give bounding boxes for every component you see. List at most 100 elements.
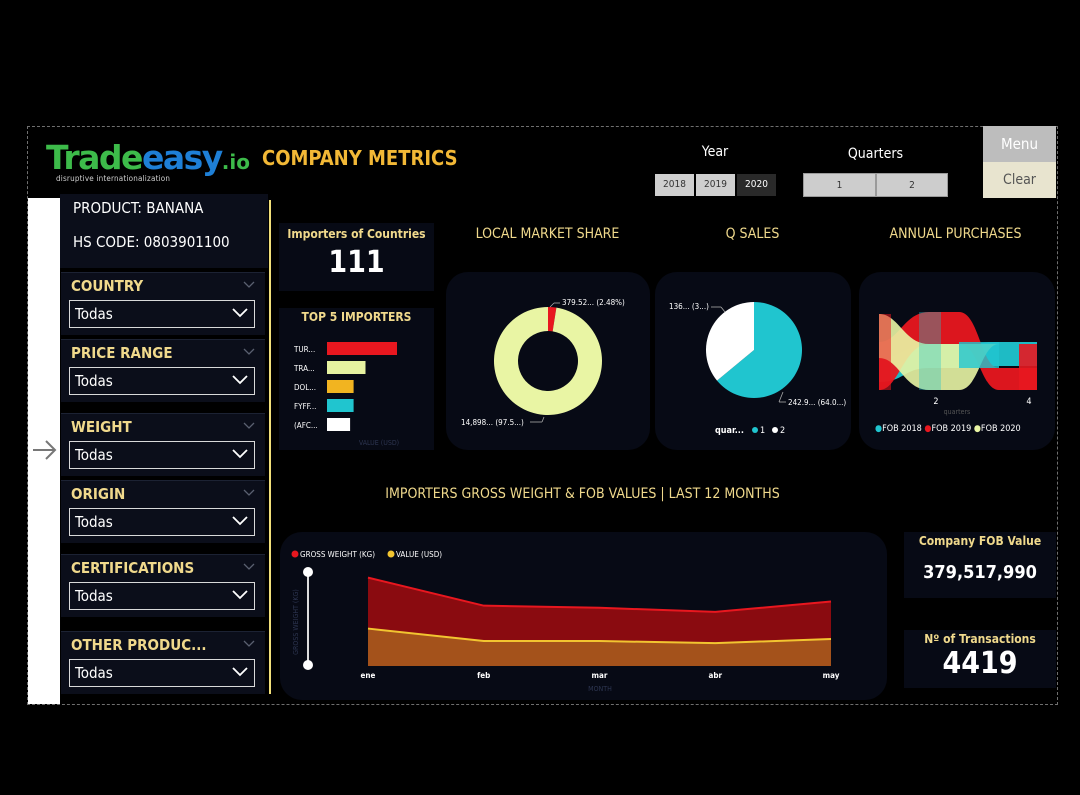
country-dropdown[interactable]: Todas (69, 300, 255, 328)
dropdown-value: Todas (75, 305, 113, 323)
slice-label: 242.9... (64.0...) (788, 398, 846, 407)
origin-dropdown[interactable]: Todas (69, 508, 255, 536)
gross-weight-card: ene feb mar abr may MONTH GROSS WEIGHT (KG) VAL… (280, 532, 887, 700)
tradeasy-logo: Tradeeasy.io disruptive internationaliza… (46, 138, 250, 184)
leader-line (549, 302, 555, 308)
legend-label: GROSS WEIGHT (KG) (300, 550, 375, 559)
kpi-label: Nº of Transactions (924, 632, 1036, 646)
price-range-dropdown[interactable]: Todas (69, 367, 255, 395)
certifications-dropdown[interactable]: Todas (69, 582, 255, 610)
x-tick-label: may (823, 671, 840, 680)
dropdown-arrow-icon (232, 516, 248, 526)
chevron-down-icon[interactable] (243, 346, 255, 356)
year-2020-button[interactable]: 2020 (737, 174, 776, 196)
x-axis-label: quarters (944, 408, 971, 416)
area-value (368, 628, 831, 666)
line-gross-weight (367, 576, 832, 613)
y-range-slider-handle-bottom (303, 660, 313, 670)
transactions-kpi-card: Nº of Transactions 4419 (904, 630, 1056, 688)
legend-fob-2019: FOB 2019 (931, 424, 972, 434)
legend-label: VALUE (USD) (396, 550, 442, 559)
weight-dropdown[interactable]: Todas (69, 441, 255, 469)
card-title: TOP 5 IMPORTERS (301, 310, 412, 324)
product-info-panel (60, 194, 268, 268)
chevron-down-icon[interactable] (243, 279, 255, 289)
filter-other-products: OTHER PRODUC... Todas (61, 631, 265, 694)
filter-price-range: PRICE RANGE Todas (61, 339, 265, 402)
gross-weight-area-chart: ene feb mar abr may MONTH GROSS WEIGHT (KG) VAL… (291, 550, 840, 693)
gross-weight-title: IMPORTERS GROSS WEIGHT & FOB VALUES | LA… (385, 486, 780, 502)
kpi-value: 111 (328, 245, 385, 280)
x-tick-label: abr (708, 671, 722, 680)
year-2019-button[interactable]: 2019 (696, 174, 735, 196)
quarter-1-button[interactable]: 1 (803, 173, 876, 197)
kpi-value: 379,517,990 (923, 562, 1037, 583)
leader-line (720, 306, 726, 313)
dropdown-arrow-icon (232, 667, 248, 677)
donut-slice (548, 307, 557, 332)
bar (327, 380, 354, 393)
dropdown-arrow-icon (232, 375, 248, 385)
bar-label: DOL... (294, 383, 316, 392)
quarters-label: Quarters (847, 146, 904, 162)
product-name: PRODUCT: BANANA (73, 199, 204, 217)
annual-legend: ●FOB 2018 ●FOB 2019 ●FOB 2020 (875, 424, 1021, 434)
legend-fob-2020: FOB 2020 (980, 424, 1021, 434)
slice-label: 14,898... (97.5...) (461, 418, 524, 427)
kpi-label: Importers of Countries (287, 227, 426, 241)
y-range-slider-handle-top (303, 567, 313, 577)
bar-label: TRA... (293, 364, 315, 373)
pie-slice (706, 302, 754, 381)
annual-purchases-ribbon-chart: 2 4 quarters (879, 312, 1037, 416)
top5-bar-chart: TUR... TRA... DOL... FYFF... (AFC... VALUE (U… (293, 342, 399, 447)
x-tick-2: 2 (933, 397, 938, 407)
chevron-down-icon[interactable] (243, 638, 255, 648)
dropdown-arrow-icon (232, 590, 248, 600)
chevron-down-icon[interactable] (243, 561, 255, 571)
dropdown-arrow-icon (232, 308, 248, 318)
other-products-dropdown[interactable]: Todas (69, 659, 255, 687)
bar-label: (AFC... (294, 421, 318, 430)
quarter-2-button[interactable]: 2 (876, 173, 948, 197)
bar-label: TUR... (293, 345, 315, 354)
bar (327, 361, 366, 374)
page-title: COMPANY METRICS (262, 146, 458, 170)
legend-dot (752, 427, 758, 433)
bar (327, 418, 351, 431)
menu-button[interactable]: Menu (983, 126, 1056, 162)
clear-button[interactable]: Clear (983, 162, 1056, 198)
filter-label: ORIGIN (71, 485, 126, 503)
legend-dot (387, 550, 395, 558)
dropdown-value: Todas (75, 372, 113, 390)
filter-label: WEIGHT (71, 418, 132, 436)
annual-purchases-title: ANNUAL PURCHASES (889, 226, 1022, 242)
x-tick-label: feb (477, 671, 490, 680)
local-market-share-donut: 379.52... (2.48%) 14,898... (97.5...) (461, 298, 625, 427)
filter-label: PRICE RANGE (71, 344, 173, 362)
chevron-down-icon[interactable] (243, 487, 255, 497)
year-2018-button[interactable]: 2018 (655, 174, 694, 196)
q-sales-card: 136... (3...) 242.9... (64.0...) quar... 1 2 (655, 272, 851, 450)
leader-line (541, 416, 545, 423)
year-label: Year (701, 144, 729, 160)
local-market-share-title: LOCAL MARKET SHARE (475, 226, 620, 242)
area-gross-weight (368, 577, 831, 644)
importers-kpi-card: Importers of Countries 111 (279, 223, 434, 291)
company-fob-kpi-card: Company FOB Value 379,517,990 (904, 532, 1056, 598)
bar (327, 342, 397, 355)
divider-line (269, 200, 271, 694)
x-tick-label: mar (592, 671, 608, 680)
arrow-right-icon[interactable] (30, 436, 58, 464)
legend-fob-2018: FOB 2018 (882, 424, 922, 434)
filter-origin: ORIGIN Todas (61, 480, 265, 543)
legend-label: 2 (780, 426, 785, 436)
chevron-down-icon[interactable] (243, 420, 255, 430)
legend-dot (772, 427, 778, 433)
x-axis-label: VALUE (USD) (359, 439, 399, 447)
slice-label: 379.52... (2.48%) (562, 298, 625, 307)
dropdown-value: Todas (75, 664, 113, 682)
top5-importers-card: TOP 5 IMPORTERS TUR... TRA... DOL... FYFF..… (279, 308, 434, 450)
dropdown-value: Todas (75, 446, 113, 464)
legend-dot (291, 550, 299, 558)
dashboard-frame (27, 126, 1058, 705)
